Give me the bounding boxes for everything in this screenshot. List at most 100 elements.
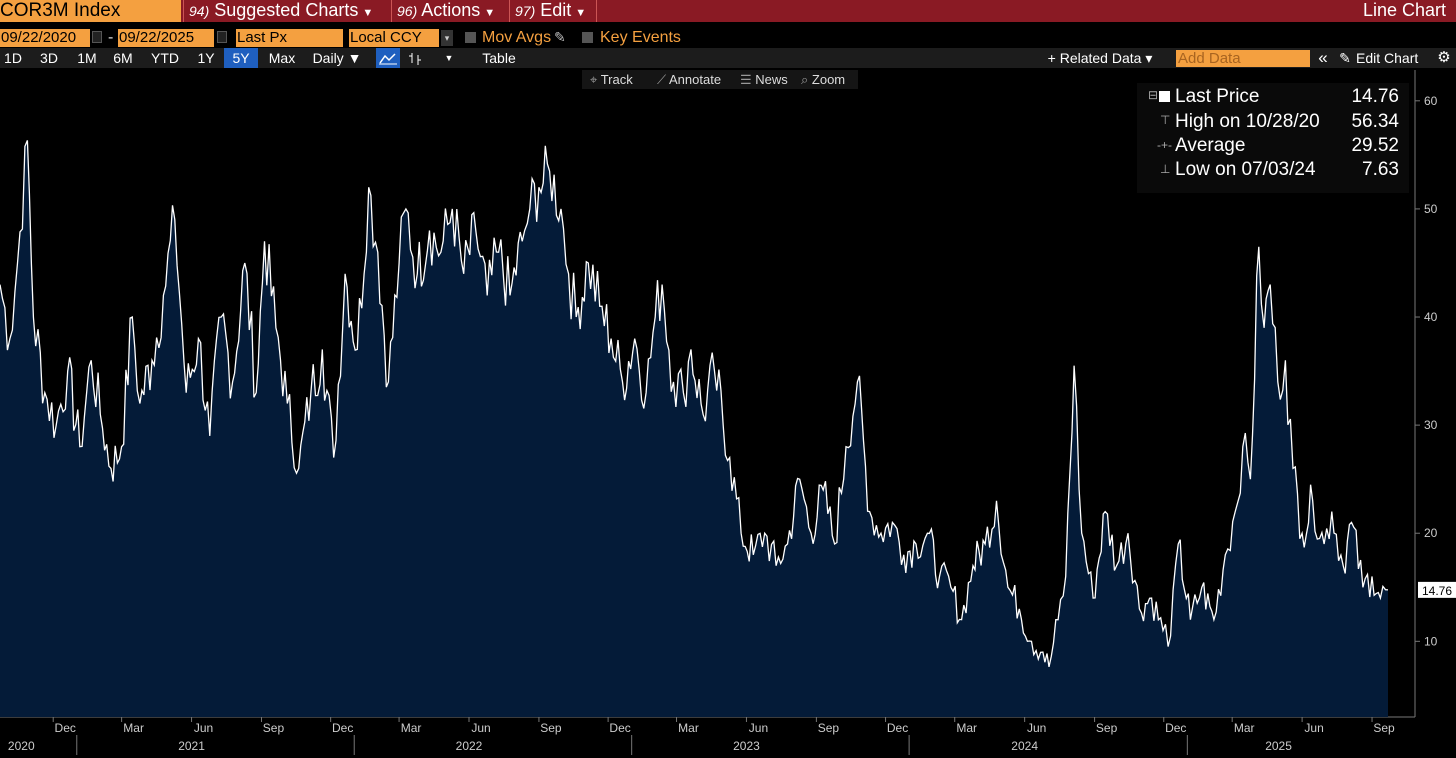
low-value: 7.63: [1362, 159, 1399, 180]
field-select[interactable]: Last Px: [236, 29, 343, 47]
x-tick-label: Jun: [1304, 721, 1323, 735]
zoom-tool[interactable]: ⌕ Zoom: [801, 70, 845, 89]
x-year-label: 2025: [1265, 739, 1292, 753]
range-1y[interactable]: 1Y: [197, 50, 215, 66]
x-tick-label: Dec: [609, 721, 630, 735]
add-data-input[interactable]: Add Data: [1176, 50, 1310, 67]
y-tick-label: 20: [1424, 526, 1438, 540]
edit-menu[interactable]: 97) Edit ▼: [509, 0, 586, 22]
x-tick-label: Mar: [956, 721, 977, 735]
x-year-label: 2024: [1011, 739, 1038, 753]
crosshair-icon: ⌖: [590, 72, 598, 87]
range-1m[interactable]: 1M: [77, 50, 97, 66]
average-marker-icon: -+-: [1157, 138, 1172, 152]
x-tick-label: Mar: [123, 721, 144, 735]
caret-down-icon: ▼: [362, 7, 374, 19]
x-tick-label: Dec: [1165, 721, 1186, 735]
legend-expand-icon[interactable]: ⊟: [1148, 88, 1159, 102]
low-label: Low on 07/03/24: [1175, 159, 1316, 180]
table-button[interactable]: Table: [482, 50, 516, 66]
gear-icon[interactable]: ⚙: [1437, 49, 1451, 66]
caret-down-icon: ▼: [575, 7, 587, 19]
range-max[interactable]: Max: [268, 50, 296, 66]
frequency-select[interactable]: Daily ▼: [312, 50, 362, 66]
key-events-label: Key Events: [600, 29, 681, 46]
annotate-icon: ⟋: [657, 72, 667, 87]
ticker-field[interactable]: COR3M Index: [0, 0, 181, 22]
y-tick-label: 10: [1424, 634, 1438, 648]
collapse-icon[interactable]: «: [1318, 48, 1328, 67]
x-tick-label: Mar: [678, 721, 699, 735]
range-3d[interactable]: 3D: [40, 50, 58, 66]
x-tick-label: Dec: [332, 721, 353, 735]
last-price-label: Last Price: [1175, 86, 1260, 107]
x-tick-label: Mar: [401, 721, 422, 735]
annotate-tool[interactable]: ⟋ Annotate: [657, 70, 721, 89]
x-tick-label: Sep: [1096, 721, 1118, 735]
chart-tools-bar: [582, 70, 858, 89]
low-marker-icon: ⊥: [1160, 162, 1171, 176]
x-tick-label: Dec: [55, 721, 76, 735]
high-marker-icon: ⊤: [1160, 113, 1171, 127]
track-tool[interactable]: ⌖ Track: [590, 70, 633, 89]
range-toolbar: [0, 48, 1456, 68]
pencil-icon[interactable]: ✎: [554, 29, 566, 45]
calendar-icon[interactable]: [92, 31, 102, 43]
range-1d[interactable]: 1D: [4, 50, 22, 66]
calendar-icon[interactable]: [217, 31, 227, 43]
menu-label: Edit: [540, 0, 572, 20]
x-year-label: 2023: [733, 739, 760, 753]
start-date-input[interactable]: 09/22/2020: [0, 29, 90, 47]
range-5y[interactable]: 5Y: [224, 48, 258, 68]
average-label: Average: [1175, 135, 1246, 156]
last-price-value: 14.76: [1351, 86, 1399, 107]
edit-chart-button[interactable]: Edit Chart: [1356, 50, 1419, 66]
x-tick-label: Jun: [749, 721, 768, 735]
currency-select[interactable]: Local CCY: [349, 29, 439, 47]
last-value-label: 14.76: [1422, 584, 1452, 598]
zoom-label: Zoom: [811, 72, 846, 87]
date-separator: -: [108, 29, 114, 46]
x-year-label: 2020: [8, 739, 35, 753]
menu-divider: [596, 0, 597, 22]
menu-label: Actions: [421, 0, 481, 20]
x-tick-label: Sep: [540, 721, 562, 735]
x-year-label: 2021: [178, 739, 205, 753]
mov-avgs-checkbox[interactable]: [465, 32, 476, 43]
x-tick-label: Jun: [194, 721, 213, 735]
x-tick-label: Sep: [1373, 721, 1395, 735]
x-tick-label: Sep: [263, 721, 285, 735]
track-label: Track: [600, 72, 633, 87]
price-line: [0, 140, 1389, 668]
annotate-label: Annotate: [669, 72, 722, 87]
high-label: High on 10/28/20: [1175, 111, 1320, 132]
bar-chart-glyph: [409, 53, 421, 65]
news-label: News: [755, 72, 788, 87]
menu-label: Suggested Charts: [214, 0, 359, 20]
related-data-button[interactable]: + Related Data ▾: [1047, 50, 1153, 66]
actions-menu[interactable]: 96) Actions ▼: [391, 0, 495, 22]
suggested-charts-menu[interactable]: 94) Suggested Charts ▼: [183, 0, 373, 22]
range-6m[interactable]: 6M: [113, 50, 133, 66]
line-chart-glyph: [379, 53, 397, 65]
key-events-checkbox[interactable]: [582, 32, 593, 43]
caret-down-icon: ▼: [484, 7, 496, 19]
news-icon: ☰: [740, 72, 752, 87]
news-tool[interactable]: ☰ News: [740, 70, 788, 89]
chart-type-dropdown-icon[interactable]: ▼: [444, 53, 454, 63]
y-tick-label: 50: [1424, 202, 1438, 216]
x-tick-label: Sep: [818, 721, 840, 735]
magnifier-icon: ⌕: [801, 72, 809, 87]
range-ytd[interactable]: YTD: [151, 50, 179, 66]
end-date-input[interactable]: 09/22/2025: [118, 29, 214, 47]
menu-number: 96): [397, 3, 418, 19]
dropdown-arrow-icon[interactable]: ▾: [441, 30, 453, 46]
average-value: 29.52: [1351, 135, 1399, 156]
x-tick-label: Jun: [1027, 721, 1046, 735]
x-tick-label: Jun: [471, 721, 490, 735]
line-chart-icon[interactable]: [376, 48, 400, 68]
x-year-label: 2022: [456, 739, 483, 753]
y-tick-label: 40: [1424, 310, 1438, 324]
bar-chart-icon[interactable]: [402, 48, 428, 68]
y-tick-label: 60: [1424, 94, 1438, 108]
